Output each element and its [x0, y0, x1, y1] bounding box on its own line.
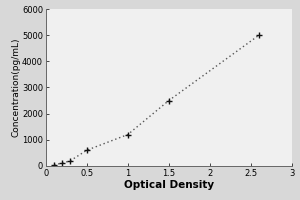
- X-axis label: Optical Density: Optical Density: [124, 180, 214, 190]
- Y-axis label: Concentration(pg/mL): Concentration(pg/mL): [12, 38, 21, 137]
